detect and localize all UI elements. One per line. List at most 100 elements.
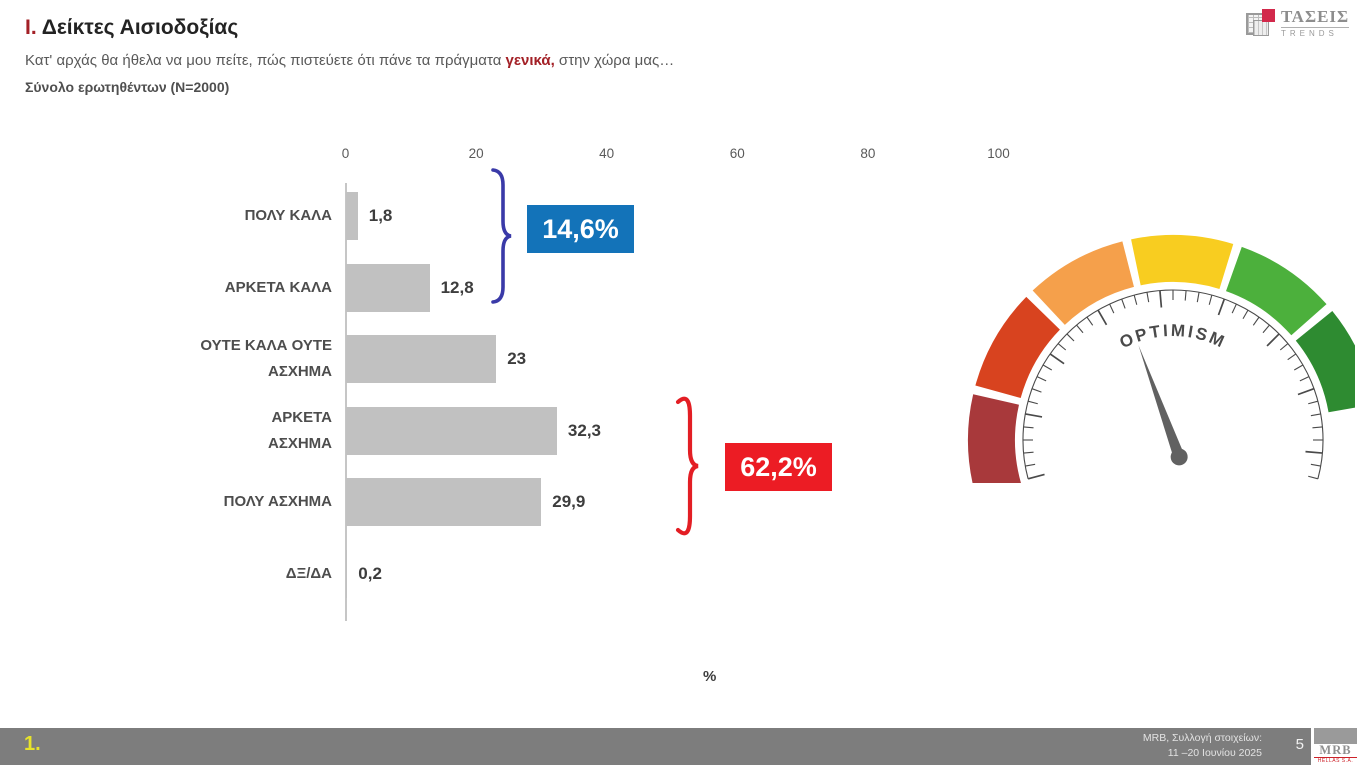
blue-brace bbox=[491, 168, 512, 304]
red-brace bbox=[675, 396, 699, 536]
bar-value-label: 12,8 bbox=[440, 277, 474, 297]
bar bbox=[346, 550, 348, 598]
gauge-tick bbox=[1279, 343, 1289, 351]
x-axis-tick: 20 bbox=[468, 146, 484, 161]
title-text: Δείκτες Αισιοδοξίας bbox=[41, 16, 239, 39]
category-label: ΠΟΛΥ ΑΣΧΗΜΑ bbox=[223, 493, 332, 511]
chart-x-unit-label: % bbox=[703, 668, 717, 685]
mrb-logo-block bbox=[1314, 728, 1357, 744]
gauge-tick bbox=[1133, 294, 1138, 305]
bar-value-label: 1,8 bbox=[368, 206, 393, 225]
gauge-needle bbox=[1138, 345, 1188, 466]
gauge-tick bbox=[1066, 333, 1075, 342]
gauge-tick bbox=[1310, 463, 1321, 467]
footer-source-line1: MRB, Συλλογή στοιχείων: bbox=[1142, 732, 1262, 744]
question-text: Κατ' αρχάς θα ήθελα να μου πείτε, πώς πι… bbox=[25, 52, 674, 69]
category-label: ΔΞ/ΔΑ bbox=[285, 565, 332, 582]
bar bbox=[346, 335, 497, 384]
gauge-tick bbox=[1076, 324, 1084, 334]
gauge-tick bbox=[1242, 309, 1249, 320]
gauge-segment bbox=[1032, 241, 1134, 325]
category-label: ΠΟΛΥ ΚΑΛΑ bbox=[244, 207, 332, 224]
optimism-total-box: 14,6% bbox=[527, 205, 634, 253]
gauge-tick bbox=[1036, 376, 1047, 382]
gauge-tick bbox=[1297, 387, 1315, 396]
footer-source-line2: 11 –20 Ιουνίου 2025 bbox=[1167, 747, 1262, 759]
bar-value-label: 29,9 bbox=[552, 492, 586, 512]
gauge-tick bbox=[1025, 463, 1036, 467]
gauge-tick bbox=[1299, 376, 1310, 382]
x-axis-tick: 60 bbox=[729, 146, 745, 161]
gauge-tick bbox=[1023, 426, 1034, 429]
gauge-tick bbox=[1027, 473, 1045, 480]
page-title: Ι. Δείκτες Αισιοδοξίας bbox=[25, 16, 238, 40]
gauge-tick bbox=[1057, 343, 1067, 351]
category-label: ΑΡΚΕΤΑ ΑΣΧΗΜΑ bbox=[268, 408, 332, 452]
gauge-tick bbox=[1027, 400, 1038, 405]
mrb-logo-sub: HELLAS S.A. bbox=[1317, 758, 1354, 764]
gauge-segment bbox=[1295, 310, 1355, 413]
footer-bar: 1. MRB, Συλλογή στοιχείων: 11 –20 Ιουνίο… bbox=[0, 727, 1360, 765]
gauge-tick bbox=[1146, 292, 1150, 303]
gauge-tick bbox=[1231, 303, 1237, 314]
category-label: ΟΥΤΕ ΚΑΛΑ ΟΥΤΕ ΑΣΧΗΜΑ bbox=[200, 337, 332, 381]
gauge-tick bbox=[1308, 400, 1319, 405]
tases-logo-sub: TRENDS bbox=[1281, 27, 1350, 38]
pessimism-total-box: 62,2% bbox=[725, 443, 832, 491]
gauge-tick bbox=[1196, 292, 1200, 303]
bar bbox=[346, 192, 358, 240]
page-number: 5 bbox=[1295, 736, 1304, 753]
optimism-gauge: OPTIMISM bbox=[968, 235, 1355, 483]
gauge-tick bbox=[1312, 426, 1323, 429]
question-post: στην χώρα μας… bbox=[554, 52, 675, 69]
bar bbox=[346, 263, 430, 312]
gauge-tick bbox=[1109, 303, 1115, 314]
title-index: Ι. bbox=[25, 16, 37, 39]
x-axis-tick: 80 bbox=[860, 146, 876, 161]
gauge-tick bbox=[1097, 309, 1108, 326]
gauge-tick bbox=[1287, 353, 1297, 361]
slide-section-number: 1. bbox=[24, 733, 41, 755]
gauge-tick bbox=[1305, 450, 1323, 454]
bar bbox=[346, 406, 557, 455]
gauge-tick bbox=[1208, 294, 1213, 305]
gauge-tick bbox=[1252, 316, 1260, 326]
gauge-segment bbox=[1131, 235, 1234, 289]
tases-icon-red-square bbox=[1262, 9, 1275, 22]
gauge-tick bbox=[1121, 298, 1126, 309]
bar-value-label: 23 bbox=[507, 349, 527, 369]
mrb-logo: MRB HELLAS S.A. bbox=[1311, 727, 1360, 765]
gauge-tick bbox=[1310, 413, 1321, 417]
gauge-tick bbox=[1023, 451, 1034, 454]
x-axis-tick: 40 bbox=[599, 146, 615, 161]
gauge-tick bbox=[1308, 475, 1319, 480]
gauge-tick bbox=[1086, 316, 1094, 326]
category-label: ΑΡΚΕΤΑ ΚΑΛΑ bbox=[224, 278, 332, 296]
mrb-logo-name: MRB bbox=[1314, 744, 1357, 758]
tases-logo-name: ΤΑΣΕΙΣ bbox=[1281, 7, 1350, 26]
bar-value-label: 0,2 bbox=[358, 564, 382, 583]
gauge-tick bbox=[1049, 353, 1065, 365]
tases-logo-icon bbox=[1246, 8, 1276, 39]
x-axis-tick: 100 bbox=[987, 146, 1010, 161]
question-highlight: γενικά, bbox=[505, 52, 555, 69]
gauge-tick bbox=[1031, 388, 1042, 393]
gauge-tick bbox=[1159, 290, 1163, 308]
gauge-tick bbox=[1262, 324, 1270, 334]
tases-icon-gray-square-2 bbox=[1253, 20, 1269, 36]
gauge-tick bbox=[1217, 298, 1226, 316]
gauge-tick bbox=[1025, 413, 1043, 418]
tases-logo: ΤΑΣΕΙΣ TRENDS bbox=[1246, 7, 1350, 39]
gauge-tick bbox=[1266, 333, 1280, 347]
gauge-segment bbox=[1226, 246, 1327, 336]
gauge-label: OPTIMISM bbox=[1117, 321, 1230, 352]
bar-value-label: 32,3 bbox=[567, 420, 601, 440]
bar bbox=[346, 478, 542, 527]
gauge-tick bbox=[1184, 290, 1187, 301]
sample-size: Σύνολο ερωτηθέντων (Ν=2000) bbox=[25, 79, 230, 95]
gauge-segment bbox=[968, 394, 1021, 483]
question-pre: Κατ' αρχάς θα ήθελα να μου πείτε, πώς πι… bbox=[25, 52, 506, 69]
x-axis-tick: 0 bbox=[341, 146, 350, 161]
chart-axis-line bbox=[345, 183, 347, 621]
